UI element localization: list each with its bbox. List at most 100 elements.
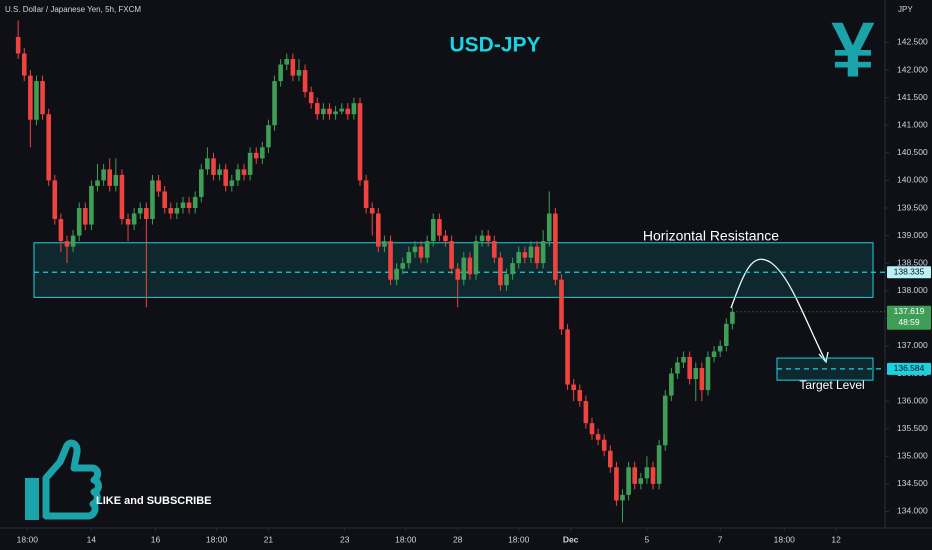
target-badge xyxy=(887,362,931,375)
candle-body xyxy=(449,241,454,269)
candle-body xyxy=(40,81,45,115)
target-badge-label: 136.584 xyxy=(894,363,925,373)
candle-body xyxy=(492,241,497,258)
candle-body xyxy=(632,467,638,484)
candle-body xyxy=(424,241,430,258)
x-tick-label: Dec xyxy=(563,534,579,544)
x-tick-label: 18:00 xyxy=(395,534,417,544)
x-tick-label: 18:00 xyxy=(774,534,796,544)
candle-body xyxy=(528,246,534,258)
yen-symbol: ¥ xyxy=(831,6,875,94)
candle-body xyxy=(162,191,167,208)
y-tick-label: 136.000 xyxy=(897,395,928,405)
y-tick-label: 134.000 xyxy=(897,506,928,516)
y-tick-label: 138.000 xyxy=(897,285,928,295)
candle-body xyxy=(479,235,485,242)
candle-body xyxy=(223,169,229,186)
candle-body xyxy=(241,169,247,175)
candle-body xyxy=(461,257,467,280)
candle-body xyxy=(217,169,222,175)
candle-body xyxy=(662,395,668,446)
candle-body xyxy=(430,219,436,242)
x-tick-label: 5 xyxy=(645,534,650,544)
candle-body xyxy=(382,241,387,247)
candle-body xyxy=(70,235,76,247)
candle-body xyxy=(83,208,88,225)
candle-body xyxy=(376,213,381,247)
candle-body xyxy=(345,108,351,115)
y-tick-label: 135.500 xyxy=(897,423,928,433)
candle-body xyxy=(607,450,613,468)
candle-body xyxy=(211,158,216,175)
candle-body xyxy=(168,208,174,214)
candle-body xyxy=(406,252,412,264)
candle-body xyxy=(571,384,576,391)
candle-body xyxy=(247,152,253,175)
candle-body xyxy=(76,208,82,236)
symbol-info: U.S. Dollar / Japanese Yen, 5h, FXCM xyxy=(5,5,141,14)
candle-body xyxy=(198,169,204,197)
x-tick-label: 16 xyxy=(151,534,161,544)
icon-cuff xyxy=(25,478,39,520)
candle-body xyxy=(28,75,33,120)
candle-body xyxy=(351,103,357,115)
y-tick-label: 141.000 xyxy=(897,119,928,129)
candle-body xyxy=(125,219,131,225)
cta-text: LIKE and SUBSCRIBE xyxy=(96,495,212,507)
candle-body xyxy=(711,351,717,357)
y-tick-label: 139.500 xyxy=(897,202,928,212)
candle-body xyxy=(95,180,100,186)
candle-body xyxy=(64,241,70,247)
candle-body xyxy=(369,208,375,214)
candle-body xyxy=(565,329,570,385)
candle-body xyxy=(46,114,51,181)
y-tick-label: 135.000 xyxy=(897,451,928,461)
candle-body xyxy=(693,368,699,380)
candle-body xyxy=(156,180,161,192)
candle-body xyxy=(314,103,320,115)
candle-body xyxy=(687,356,692,380)
candle-body xyxy=(467,257,473,275)
candle-body xyxy=(656,445,662,484)
candle-body xyxy=(394,268,399,280)
resistance-badge-label: 138.335 xyxy=(894,267,925,277)
y-tick-label: 140.500 xyxy=(897,147,928,157)
arrow-head xyxy=(818,351,829,364)
x-tick-label: 28 xyxy=(453,534,463,544)
candle-body xyxy=(235,169,241,181)
y-tick-label: 137.000 xyxy=(897,340,928,350)
candle-body xyxy=(186,202,192,208)
x-tick-label: 12 xyxy=(831,534,841,544)
candle-body xyxy=(443,235,448,242)
candle-body xyxy=(144,208,149,220)
currency-label: JPY xyxy=(898,5,913,14)
y-tick-label: 142.500 xyxy=(897,37,928,47)
resistance-badge xyxy=(887,266,931,279)
candle-body xyxy=(174,208,180,214)
candle-body xyxy=(302,70,308,93)
candle-body xyxy=(15,36,21,54)
candle-body xyxy=(681,356,686,363)
candle-body xyxy=(272,81,277,126)
candle-body xyxy=(437,219,442,236)
candle-body xyxy=(113,174,119,186)
candle-body xyxy=(89,185,94,225)
candle-body xyxy=(229,180,235,186)
candle-body xyxy=(418,246,424,258)
candle-body xyxy=(675,362,680,374)
candle-body xyxy=(534,246,540,264)
candle-body xyxy=(308,92,314,104)
candle-body xyxy=(614,467,619,501)
candle-body xyxy=(498,257,503,286)
candle-body xyxy=(546,213,552,242)
projection-arrow xyxy=(730,258,826,361)
candle-body xyxy=(705,356,711,391)
candle-body xyxy=(284,59,290,65)
candle-body xyxy=(150,180,155,220)
candle-body xyxy=(131,213,137,225)
candle-body xyxy=(620,494,625,501)
candle-body xyxy=(296,70,302,76)
candle-body xyxy=(192,196,198,208)
candle-body xyxy=(388,241,393,280)
